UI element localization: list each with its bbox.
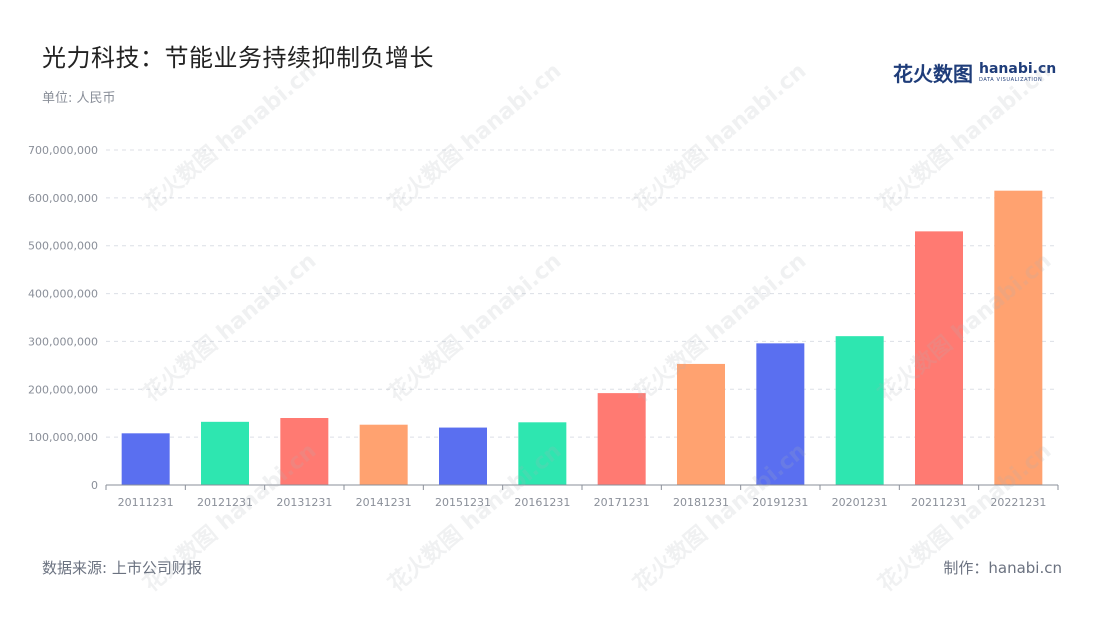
x-tick-label: 20151231 xyxy=(435,496,491,509)
y-tick-label: 700,000,000 xyxy=(28,144,98,157)
y-tick-label: 500,000,000 xyxy=(28,240,98,253)
bar-20171231[interactable] xyxy=(597,393,646,485)
bar-20151231[interactable] xyxy=(439,427,487,485)
y-tick-label: 300,000,000 xyxy=(28,335,98,348)
grid-lines xyxy=(106,149,1058,438)
x-tick-label: 20181231 xyxy=(673,496,729,509)
y-tick-label: 600,000,000 xyxy=(28,192,98,205)
y-tick-label: 0 xyxy=(91,479,98,492)
bar-20161231[interactable] xyxy=(518,422,567,485)
x-axis: 20111231 20121231 20131231 20141231 20151231… xyxy=(105,484,1059,509)
x-tick-label: 20141231 xyxy=(356,496,412,509)
x-tick-label: 20221231 xyxy=(990,496,1046,509)
x-tick-label: 20171231 xyxy=(594,496,650,509)
brand-en-sub: DATA VISUALIZATION xyxy=(979,77,1043,83)
y-tick-label: 400,000,000 xyxy=(28,288,98,301)
x-tick-label: 20131231 xyxy=(276,496,332,509)
unit-label: 单位: 人民币 xyxy=(42,91,116,106)
x-tick-label: 20121231 xyxy=(197,496,253,509)
maker-credit: 制作：hanabi.cn xyxy=(943,559,1062,577)
bar-20141231[interactable] xyxy=(359,424,408,485)
brand-cn: 花火数图 xyxy=(893,62,973,86)
y-tick-label: 200,000,000 xyxy=(28,383,98,396)
x-tick-label: 20201231 xyxy=(832,496,888,509)
x-tick-label: 20191231 xyxy=(752,496,808,509)
x-tick-label: 20211231 xyxy=(911,496,967,509)
y-axis: 0 100,000,000 200,000,000 300,000,000 400,00… xyxy=(28,144,98,492)
brand-en-name: hanabi.cn xyxy=(979,61,1057,77)
bar-20131231[interactable] xyxy=(280,418,329,485)
bar-20221231[interactable] xyxy=(994,190,1043,485)
bar-20191231[interactable] xyxy=(756,343,805,485)
bar-20211231[interactable] xyxy=(915,231,963,485)
y-tick-label: 100,000,000 xyxy=(28,431,98,444)
x-tick-label: 20111231 xyxy=(118,496,174,509)
bar-20111231[interactable] xyxy=(121,433,170,485)
data-source: 数据来源: 上市公司财报 xyxy=(42,559,202,577)
bar-20201231[interactable] xyxy=(835,336,884,485)
x-tick-label: 20161231 xyxy=(514,496,570,509)
bar-20121231[interactable] xyxy=(201,421,249,485)
brand-en: hanabi.cn DATA VISUALIZATION xyxy=(979,62,1056,83)
brand-logo: 花火数图 hanabi.cn DATA VISUALIZATION xyxy=(893,58,1056,87)
bar-20181231[interactable] xyxy=(677,363,725,485)
chart-title: 光力科技：节能业务持续抑制负增长 xyxy=(42,44,434,72)
bars xyxy=(121,190,1043,485)
